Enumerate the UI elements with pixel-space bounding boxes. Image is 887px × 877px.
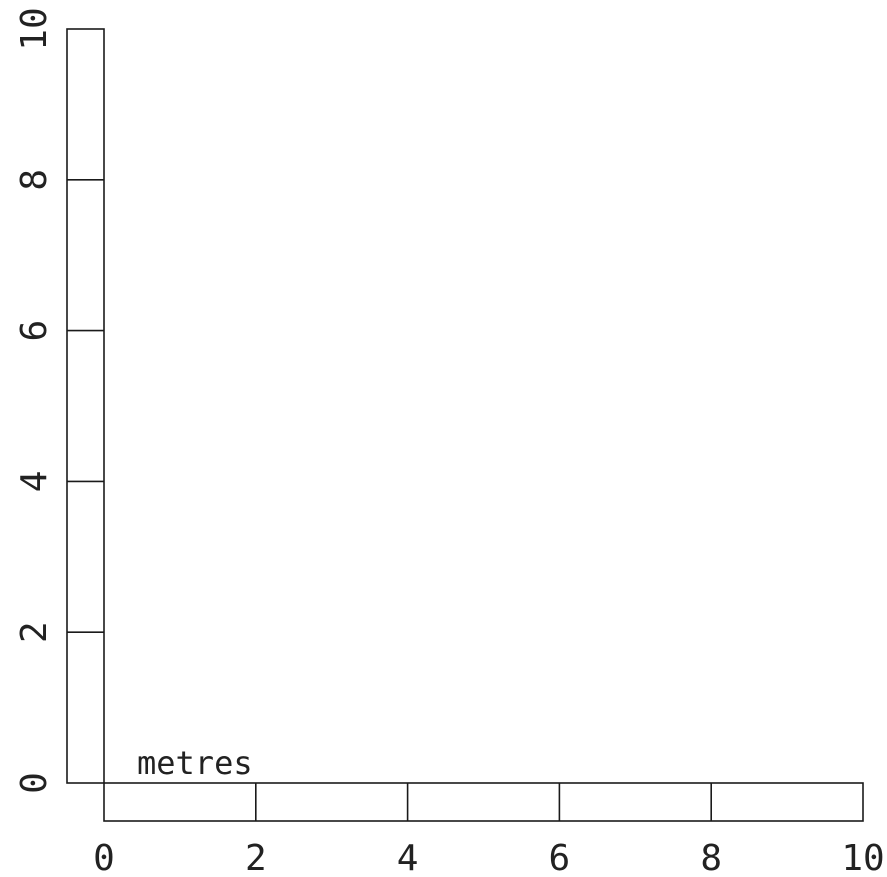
horizontal-scale-bar [103, 782, 864, 822]
x-tick-label-8: 8 [700, 838, 722, 877]
y-tick-label-6: 6 [14, 320, 55, 342]
x-tick-label-4: 4 [397, 838, 419, 877]
x-tick-label-0: 0 [93, 838, 115, 877]
vertical-tick-labels: 0 2 4 6 8 10 [14, 7, 55, 794]
x-tick-label-2: 2 [245, 838, 267, 877]
vertical-scale-bar [66, 28, 105, 784]
y-tick-label-2: 2 [14, 621, 55, 643]
y-tick-label-10: 10 [14, 7, 55, 50]
y-tick-label-4: 4 [14, 471, 55, 493]
y-tick-label-0: 0 [14, 772, 55, 794]
horizontal-bar-outline [103, 782, 864, 822]
unit-label: metres [137, 744, 253, 782]
horizontal-tick-labels: 0 2 4 6 8 10 [93, 838, 885, 877]
vertical-bar-outline [66, 28, 105, 784]
x-tick-label-10: 10 [841, 838, 884, 877]
x-tick-label-6: 6 [549, 838, 571, 877]
y-tick-label-8: 8 [14, 169, 55, 191]
